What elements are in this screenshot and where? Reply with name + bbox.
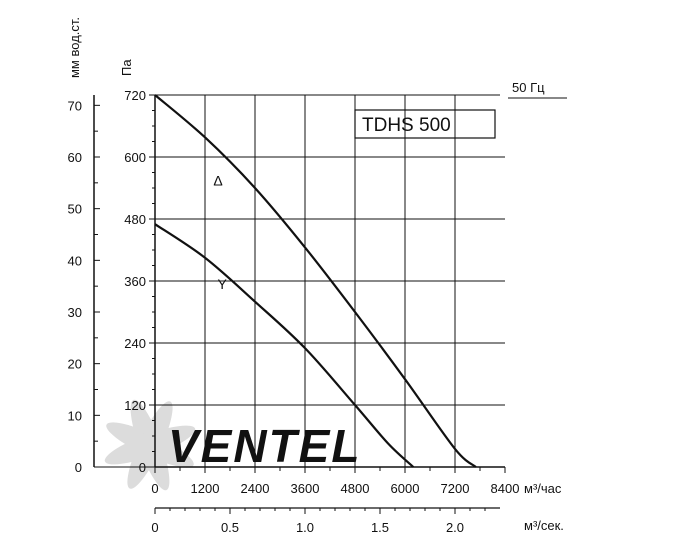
x2-tick-label: 0.5	[221, 520, 239, 535]
y-tick-label: 480	[124, 212, 146, 227]
frequency-label-group: 50 Гц	[508, 80, 567, 99]
x-tick-label: 0	[151, 481, 158, 496]
title-box: TDHS 500	[354, 109, 496, 139]
y-tick-label: 0	[139, 460, 146, 475]
y-tick-label: 720	[124, 88, 146, 103]
x-axis-unit-label: м³/час	[524, 481, 562, 496]
left-axis-tick-label: 40	[68, 253, 82, 268]
y-tick-label: 600	[124, 150, 146, 165]
x-tick-label: 2400	[241, 481, 270, 496]
series-line-delta	[154, 94, 477, 468]
x2-tick-label: 1.0	[296, 520, 314, 535]
frequency-label: 50 Гц	[512, 80, 545, 95]
x2-tick-label: 1.5	[371, 520, 389, 535]
title-box-border	[354, 109, 496, 139]
left-axis-tick-label: 50	[68, 202, 82, 217]
x-tick-label: 8400	[491, 481, 520, 496]
series-line-star	[154, 223, 415, 468]
x2-tick-label: 0	[151, 520, 158, 535]
ventel-watermark-text: VENTEL	[168, 420, 361, 472]
ventel-watermark-logo: VENTEL	[104, 399, 361, 491]
x-tick-label: 1200	[191, 481, 220, 496]
y-tick-label: 240	[124, 336, 146, 351]
x-tick-label: 4800	[341, 481, 370, 496]
axes	[93, 94, 506, 514]
x-tick-label: 6000	[391, 481, 420, 496]
x2-tick-label: 2.0	[446, 520, 464, 535]
left-axis-tick-label: 70	[68, 98, 82, 113]
series-label-star: Y	[218, 276, 228, 292]
chart-title: TDHS 500	[362, 115, 451, 136]
fan-curves	[154, 94, 477, 468]
x2-axis-unit-label: м³/сек.	[524, 518, 564, 533]
grid-lines	[155, 95, 505, 467]
y-axis-label: Па	[119, 59, 134, 76]
y-tick-label: 360	[124, 274, 146, 289]
left-axis-tick-label: 20	[68, 357, 82, 372]
left-axis-tick-label: 10	[68, 408, 82, 423]
y-tick-label: 120	[124, 398, 146, 413]
x-tick-label: 7200	[441, 481, 470, 496]
left-axis-tick-label: 0	[75, 460, 82, 475]
left-axis-unit-label: мм вод.ст.	[67, 17, 82, 78]
left-axis-tick-label: 60	[68, 150, 82, 165]
series-label-delta: Δ	[213, 172, 222, 188]
left-axis-tick-label: 30	[68, 305, 82, 320]
x-tick-label: 3600	[291, 481, 320, 496]
